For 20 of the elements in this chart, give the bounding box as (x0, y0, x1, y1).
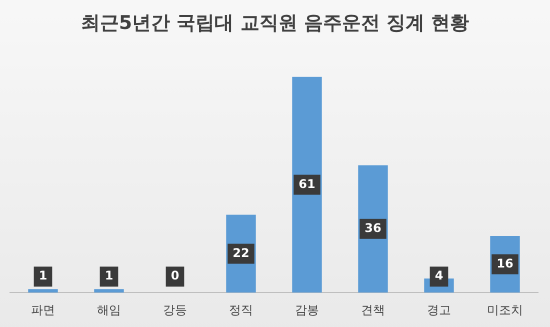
x-tick-label: 미조치 (487, 302, 523, 317)
x-tick-label: 견책 (361, 302, 385, 317)
data-label: 22 (232, 246, 250, 260)
x-tick-label: 경고 (427, 302, 451, 317)
data-label: 36 (364, 221, 382, 236)
bar (28, 289, 58, 293)
data-label: 1 (38, 268, 48, 283)
x-tick-label: 파면 (31, 302, 55, 317)
chart-title: 최근5년간 국립대 교직원 음주운전 징계 현황 (80, 11, 470, 36)
bar (292, 76, 322, 293)
data-label: 16 (496, 256, 514, 270)
x-tick-label: 정직 (229, 302, 253, 317)
data-label: 61 (298, 176, 316, 191)
data-label: 0 (170, 268, 180, 283)
x-tick-label: 해임 (97, 302, 121, 317)
bar (94, 289, 124, 293)
x-tick-label: 강등 (163, 302, 187, 317)
x-tick-label: 감봉 (295, 302, 319, 317)
data-label: 4 (434, 268, 444, 283)
data-label: 1 (104, 268, 114, 283)
